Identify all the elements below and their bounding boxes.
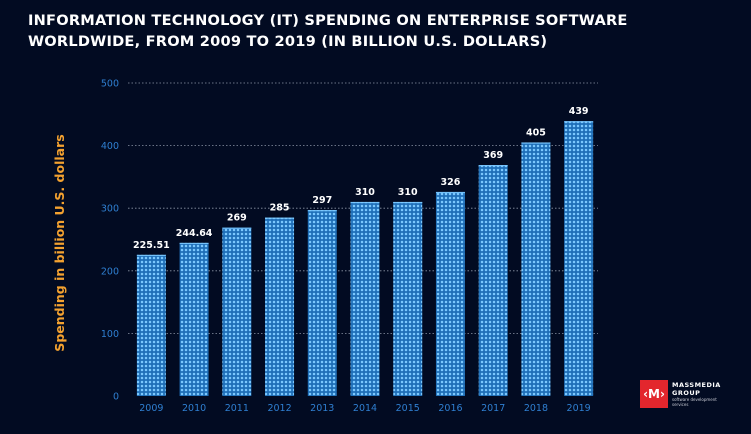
x-tick-label: 2017 xyxy=(481,403,505,414)
x-tick-label: 2012 xyxy=(267,403,291,414)
bar-top-edge xyxy=(564,121,594,123)
bar xyxy=(179,242,209,396)
x-tick-label: 2019 xyxy=(567,403,591,414)
logo-tagline-line-1: software development xyxy=(672,397,717,402)
x-tick-label: 2015 xyxy=(396,403,420,414)
y-tick-label: 200 xyxy=(101,266,119,277)
bar-top-edge xyxy=(350,201,380,204)
bar xyxy=(307,210,337,396)
bar xyxy=(435,191,465,396)
x-tick-label: 2014 xyxy=(353,403,377,414)
bar-top-edge xyxy=(521,142,551,144)
y-axis-ticks: 0 100 200 300 400 500 xyxy=(101,79,119,403)
bar-value-label: 326 xyxy=(441,177,461,188)
y-axis-label: Spending in billion U.S. dollars xyxy=(52,134,67,351)
bar-value-label: 439 xyxy=(569,106,589,117)
bar xyxy=(393,201,423,396)
y-tick-label: 500 xyxy=(101,79,119,90)
bar xyxy=(265,217,295,396)
x-tick-label: 2013 xyxy=(310,403,334,414)
bar-value-label: 405 xyxy=(526,127,546,138)
bar-top-edge xyxy=(478,165,508,167)
bar-top-edge xyxy=(222,227,252,229)
logo-name-line-2: GROUP xyxy=(672,389,701,397)
bar-top-edge xyxy=(393,201,423,204)
logo-text: MASSMEDIA GROUP software development ser… xyxy=(672,381,721,407)
chart-title-line-2: WORLDWIDE, FROM 2009 TO 2019 (IN BILLION… xyxy=(28,33,548,50)
value-labels: 225.51 244.64 269 285 297 310 310 326 369 405 439 xyxy=(133,106,589,251)
x-tick-label: 2018 xyxy=(524,403,548,414)
massmedia-logo: ‹M› MASSMEDIA GROUP software development… xyxy=(640,379,721,409)
logo-tagline-line-2: services xyxy=(672,402,689,407)
x-tick-label: 2010 xyxy=(182,403,206,414)
bar-value-label: 225.51 xyxy=(133,240,170,251)
bar-value-label: 269 xyxy=(227,213,247,224)
bar xyxy=(521,142,551,396)
chart-title-line-1: INFORMATION TECHNOLOGY (IT) SPENDING ON … xyxy=(28,12,628,29)
chart-title: INFORMATION TECHNOLOGY (IT) SPENDING ON … xyxy=(28,10,728,52)
bar-top-edge xyxy=(435,191,465,194)
logo-mark: ‹M› xyxy=(640,380,668,408)
bar-value-label: 244.64 xyxy=(176,228,213,239)
bar xyxy=(222,227,252,396)
bar-top-edge xyxy=(265,217,295,219)
bars xyxy=(136,121,594,396)
bar xyxy=(350,201,380,396)
y-tick-label: 0 xyxy=(113,392,119,403)
y-tick-label: 100 xyxy=(101,329,119,340)
bar-value-label: 310 xyxy=(398,187,418,198)
y-tick-label: 400 xyxy=(101,141,119,152)
bar xyxy=(478,165,508,396)
bar-top-edge xyxy=(307,210,337,212)
bar-value-label: 285 xyxy=(270,203,290,214)
logo-name-line-1: MASSMEDIA xyxy=(672,381,721,389)
bar-value-label: 297 xyxy=(312,195,332,206)
bar-value-label: 369 xyxy=(483,150,503,161)
bar-top-edge xyxy=(179,242,209,245)
x-axis-ticks: 2009 2010 2011 2012 2013 2014 2015 2016 2017 2018… xyxy=(139,403,590,414)
y-tick-label: 300 xyxy=(101,204,119,215)
bar-value-label: 310 xyxy=(355,187,375,198)
x-tick-label: 2009 xyxy=(139,403,163,414)
x-tick-label: 2011 xyxy=(225,403,249,414)
x-tick-label: 2016 xyxy=(438,403,462,414)
bar xyxy=(136,254,166,396)
bar-top-edge xyxy=(136,254,166,257)
bar xyxy=(564,121,594,396)
